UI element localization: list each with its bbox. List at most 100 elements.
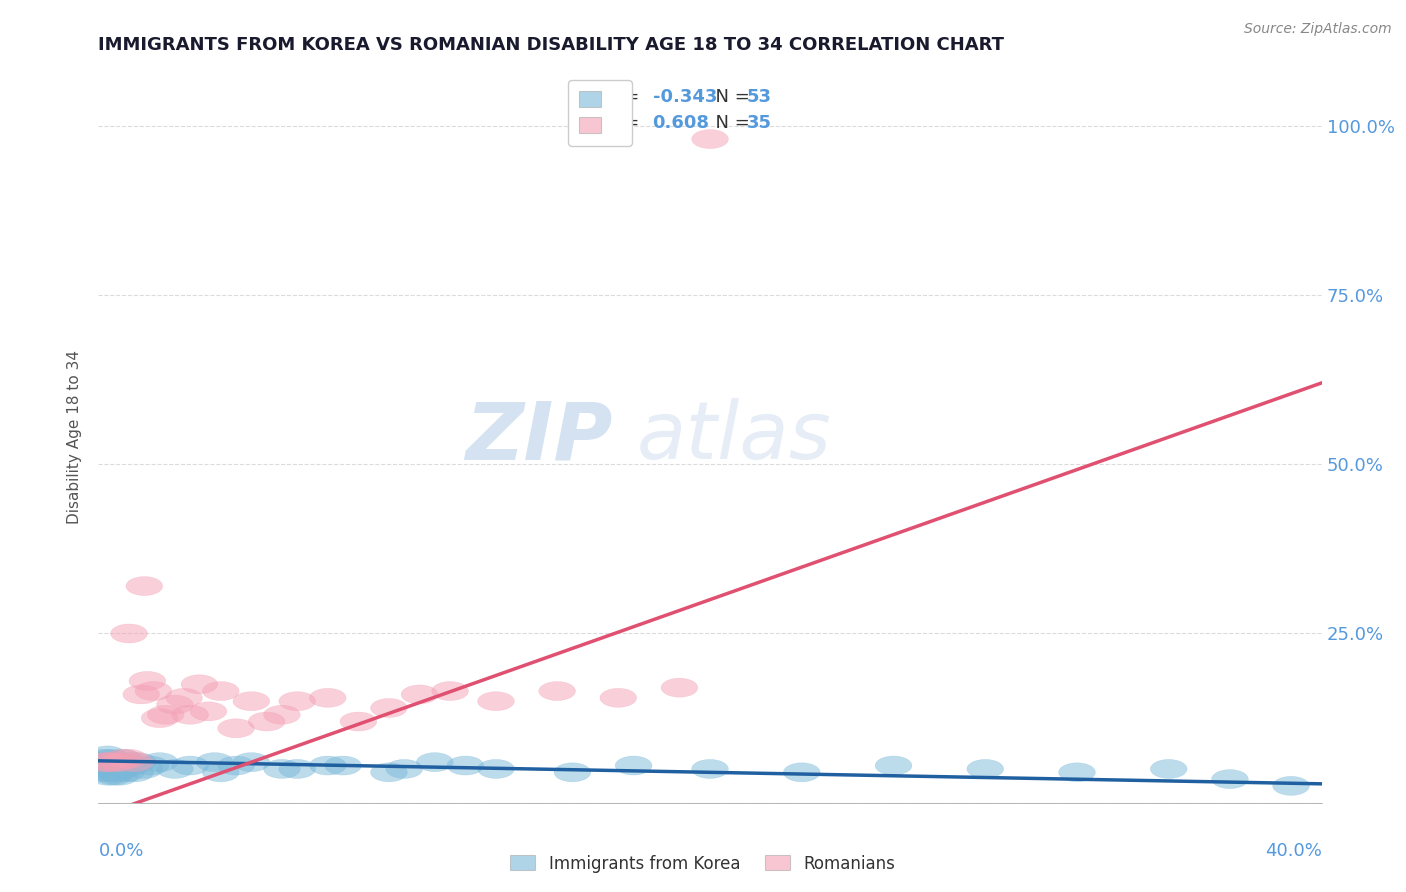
Ellipse shape [875, 756, 912, 775]
Text: R =: R = [606, 113, 651, 131]
Ellipse shape [104, 759, 141, 779]
Ellipse shape [129, 672, 166, 690]
Ellipse shape [661, 678, 697, 698]
Ellipse shape [278, 691, 315, 711]
Ellipse shape [202, 763, 239, 781]
Text: Source: ZipAtlas.com: Source: ZipAtlas.com [1244, 22, 1392, 37]
Ellipse shape [202, 681, 239, 700]
Ellipse shape [783, 763, 820, 781]
Ellipse shape [148, 706, 184, 724]
Ellipse shape [96, 753, 132, 772]
Ellipse shape [120, 753, 156, 772]
Text: -0.343: -0.343 [652, 88, 717, 106]
Ellipse shape [98, 763, 135, 781]
Ellipse shape [432, 681, 468, 700]
Ellipse shape [86, 756, 122, 775]
Text: N =: N = [704, 113, 755, 131]
Ellipse shape [190, 702, 226, 721]
Y-axis label: Disability Age 18 to 34: Disability Age 18 to 34 [67, 350, 83, 524]
Ellipse shape [218, 719, 254, 738]
Ellipse shape [371, 763, 408, 781]
Ellipse shape [616, 756, 652, 775]
Ellipse shape [166, 689, 202, 707]
Text: 53: 53 [747, 88, 772, 106]
Ellipse shape [132, 756, 169, 775]
Ellipse shape [127, 759, 163, 779]
Text: R =: R = [606, 88, 645, 106]
Text: 40.0%: 40.0% [1265, 842, 1322, 860]
Ellipse shape [478, 759, 515, 779]
Ellipse shape [1150, 759, 1187, 779]
Ellipse shape [114, 756, 150, 775]
Ellipse shape [263, 759, 301, 779]
Text: 0.0%: 0.0% [98, 842, 143, 860]
Ellipse shape [127, 576, 163, 596]
Ellipse shape [692, 759, 728, 779]
Ellipse shape [89, 746, 127, 764]
Ellipse shape [104, 749, 141, 768]
Ellipse shape [371, 698, 408, 717]
Ellipse shape [96, 759, 132, 779]
Ellipse shape [96, 766, 132, 785]
Ellipse shape [101, 766, 138, 785]
Ellipse shape [401, 685, 437, 704]
Ellipse shape [89, 753, 127, 772]
Ellipse shape [108, 756, 145, 775]
Ellipse shape [538, 681, 575, 700]
Ellipse shape [1059, 763, 1095, 781]
Ellipse shape [416, 753, 453, 772]
Ellipse shape [172, 756, 208, 775]
Ellipse shape [554, 763, 591, 781]
Text: N =: N = [704, 88, 755, 106]
Ellipse shape [101, 753, 138, 772]
Text: atlas: atlas [637, 398, 831, 476]
Ellipse shape [93, 763, 129, 781]
Ellipse shape [141, 708, 179, 728]
Ellipse shape [263, 706, 301, 724]
Ellipse shape [156, 759, 193, 779]
Ellipse shape [135, 681, 172, 700]
Ellipse shape [600, 689, 637, 707]
Ellipse shape [86, 763, 122, 781]
Ellipse shape [233, 753, 270, 772]
Ellipse shape [96, 753, 132, 772]
Ellipse shape [249, 712, 285, 731]
Ellipse shape [340, 712, 377, 731]
Ellipse shape [83, 753, 120, 772]
Ellipse shape [1272, 776, 1309, 796]
Ellipse shape [117, 763, 153, 781]
Ellipse shape [93, 749, 129, 768]
Ellipse shape [89, 766, 127, 785]
Ellipse shape [111, 624, 148, 643]
Ellipse shape [309, 689, 346, 707]
Text: IMMIGRANTS FROM KOREA VS ROMANIAN DISABILITY AGE 18 TO 34 CORRELATION CHART: IMMIGRANTS FROM KOREA VS ROMANIAN DISABI… [98, 36, 1004, 54]
Ellipse shape [309, 756, 346, 775]
Ellipse shape [233, 691, 270, 711]
Ellipse shape [86, 753, 122, 772]
Ellipse shape [101, 753, 138, 772]
Ellipse shape [478, 691, 515, 711]
Ellipse shape [181, 675, 218, 694]
Ellipse shape [89, 759, 127, 779]
Ellipse shape [111, 749, 148, 768]
Ellipse shape [141, 753, 179, 772]
Ellipse shape [117, 753, 153, 772]
Ellipse shape [325, 756, 361, 775]
Ellipse shape [967, 759, 1004, 779]
Legend: Immigrants from Korea, Romanians: Immigrants from Korea, Romanians [503, 848, 903, 880]
Ellipse shape [447, 756, 484, 775]
Ellipse shape [218, 756, 254, 775]
Ellipse shape [385, 759, 423, 779]
Ellipse shape [197, 753, 233, 772]
Ellipse shape [86, 749, 122, 768]
Ellipse shape [1212, 770, 1249, 789]
Text: 0.608: 0.608 [652, 113, 710, 131]
Ellipse shape [108, 763, 145, 781]
Ellipse shape [156, 695, 193, 714]
Ellipse shape [692, 129, 728, 149]
Text: 35: 35 [747, 113, 772, 131]
Ellipse shape [172, 706, 208, 724]
Ellipse shape [122, 685, 160, 704]
Ellipse shape [104, 749, 141, 768]
Ellipse shape [98, 756, 135, 775]
